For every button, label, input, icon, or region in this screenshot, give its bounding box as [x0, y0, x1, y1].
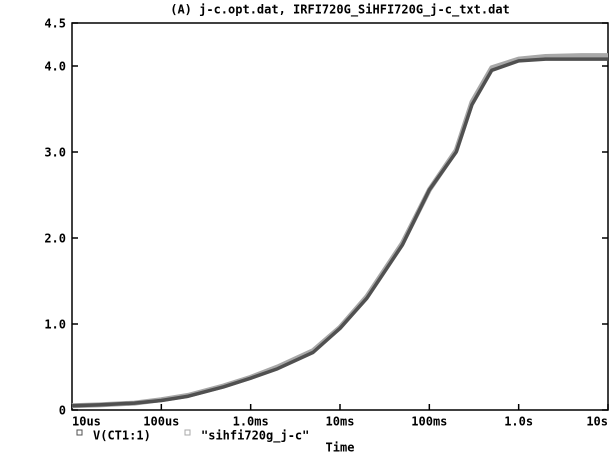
- y-tick-label: 0: [59, 404, 66, 418]
- legend-marker: [184, 429, 191, 436]
- y-tick-label: 3.0: [44, 146, 66, 160]
- legend-label: V(CT1:1): [93, 429, 151, 443]
- x-tick-label: 100us: [143, 415, 179, 429]
- y-tick-label: 4.0: [44, 60, 66, 74]
- x-tick-label: 100ms: [411, 415, 447, 429]
- x-tick-label: 10ms: [326, 415, 355, 429]
- x-tick-label: 1.0ms: [233, 415, 269, 429]
- series-line: [71, 57, 608, 408]
- x-tick-label: 10us: [72, 415, 101, 429]
- legend-label: "sihfi720g_j-c": [201, 429, 309, 444]
- x-tick-label: 10s: [586, 415, 608, 429]
- y-tick-label: 2.0: [44, 232, 66, 246]
- x-axis-label: Time: [326, 441, 355, 455]
- y-tick-label: 4.5: [44, 17, 66, 31]
- legend-marker: [76, 429, 83, 436]
- x-tick-label: 1.0s: [504, 415, 533, 429]
- y-tick-label: 1.0: [44, 318, 66, 332]
- chart-title: (A) j-c.opt.dat, IRFI720G_SiHFI720G_j-c_…: [170, 3, 510, 18]
